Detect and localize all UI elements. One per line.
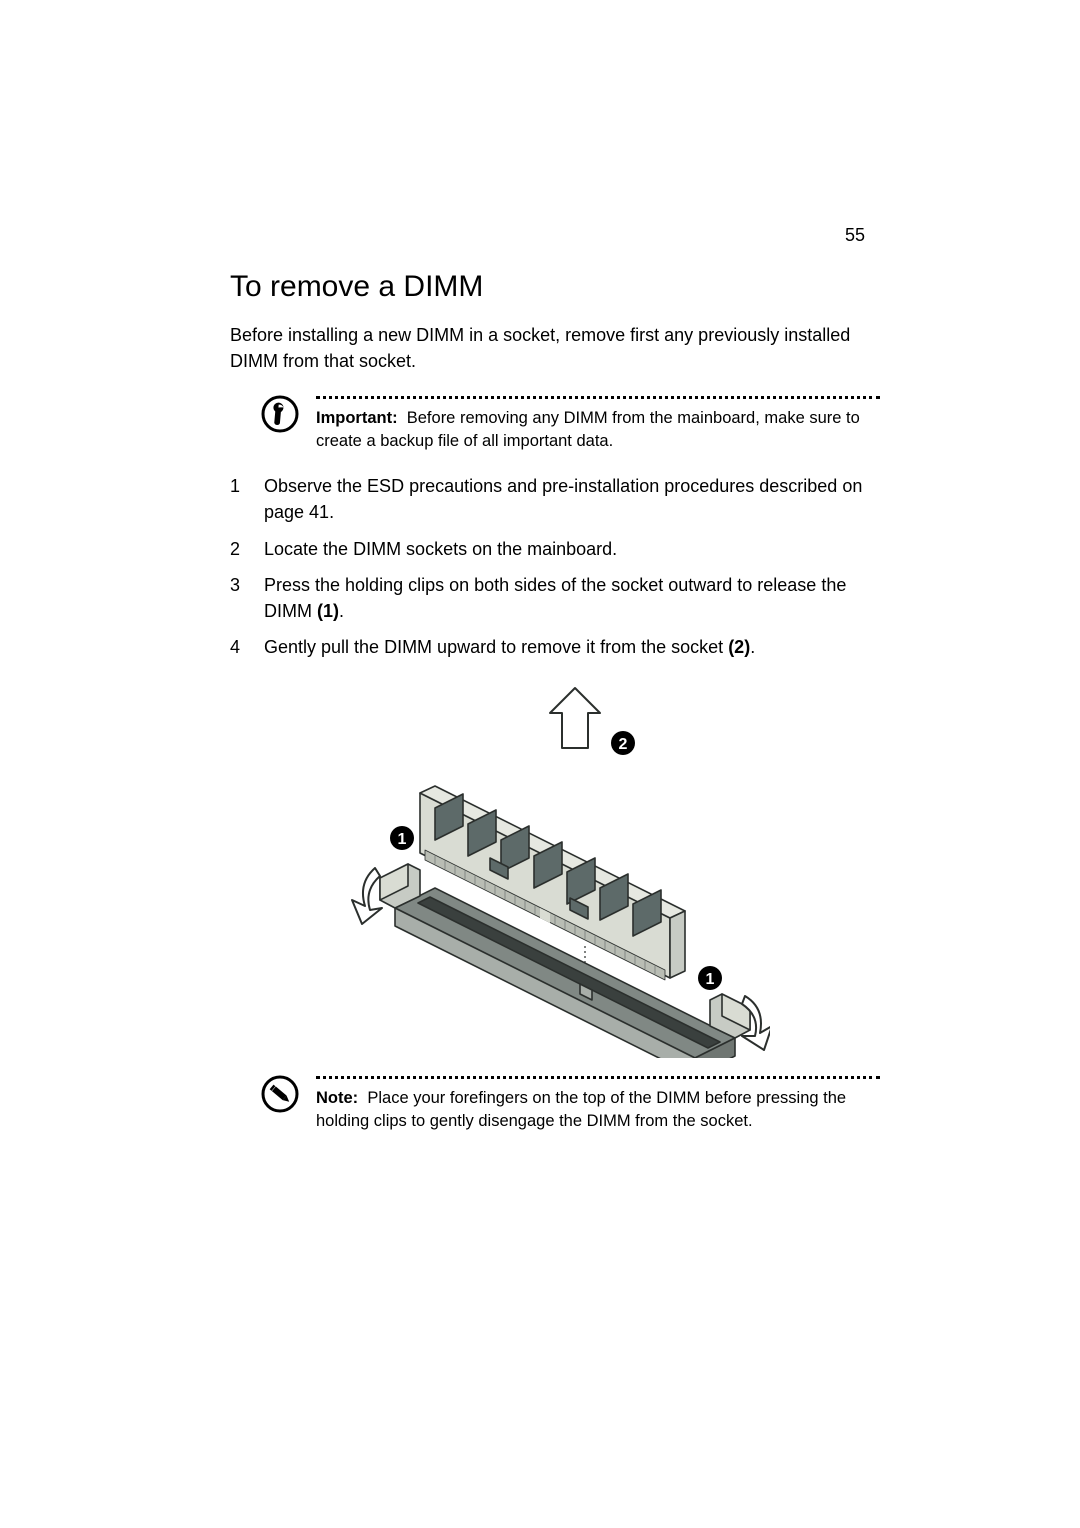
step-text: Gently pull the DIMM upward to remove it… (264, 634, 755, 660)
important-label: Important: (316, 409, 398, 427)
step-text: Press the holding clips on both sides of… (264, 572, 880, 624)
important-callout: Important: Before removing any DIMM from… (260, 396, 880, 453)
dimm-removal-svg: 2 (340, 678, 770, 1058)
pencil-note-circle-icon (260, 1074, 300, 1114)
note-text: Note: Place your forefingers on the top … (316, 1087, 880, 1133)
important-body: Before removing any DIMM from the mainbo… (316, 409, 860, 450)
wrench-circle-icon (260, 394, 300, 434)
callout-1-right-label: 1 (706, 971, 715, 988)
dotted-rule (316, 1076, 880, 1079)
left-outward-arrow-icon (352, 868, 382, 924)
callout-2-icon: 2 (611, 731, 635, 755)
step-text: Observe the ESD precautions and pre-inst… (264, 473, 880, 525)
note-callout: Note: Place your forefingers on the top … (260, 1076, 880, 1133)
up-arrow-icon (550, 688, 600, 748)
note-body: Place your forefingers on the top of the… (316, 1089, 846, 1130)
note-label: Note: (316, 1089, 358, 1107)
callout-2-label: 2 (619, 736, 628, 753)
callout-1-left-icon: 1 (390, 826, 414, 850)
step-item: Locate the DIMM sockets on the mainboard… (230, 536, 880, 562)
step-item: Press the holding clips on both sides of… (230, 572, 880, 624)
dimm-removal-figure: 2 (230, 678, 880, 1058)
document-page: 55 To remove a DIMM Before installing a … (0, 0, 1080, 1528)
callout-1-right-icon: 1 (698, 966, 722, 990)
important-text: Important: Before removing any DIMM from… (316, 407, 880, 453)
dotted-rule (316, 396, 880, 399)
intro-paragraph: Before installing a new DIMM in a socket… (230, 322, 880, 374)
page-number: 55 (845, 225, 865, 246)
section-heading: To remove a DIMM (230, 270, 880, 304)
steps-list: Observe the ESD precautions and pre-inst… (230, 473, 880, 660)
step-item: Gently pull the DIMM upward to remove it… (230, 634, 880, 660)
step-text: Locate the DIMM sockets on the mainboard… (264, 536, 617, 562)
step-item: Observe the ESD precautions and pre-inst… (230, 473, 880, 525)
callout-1-left-label: 1 (398, 831, 407, 848)
